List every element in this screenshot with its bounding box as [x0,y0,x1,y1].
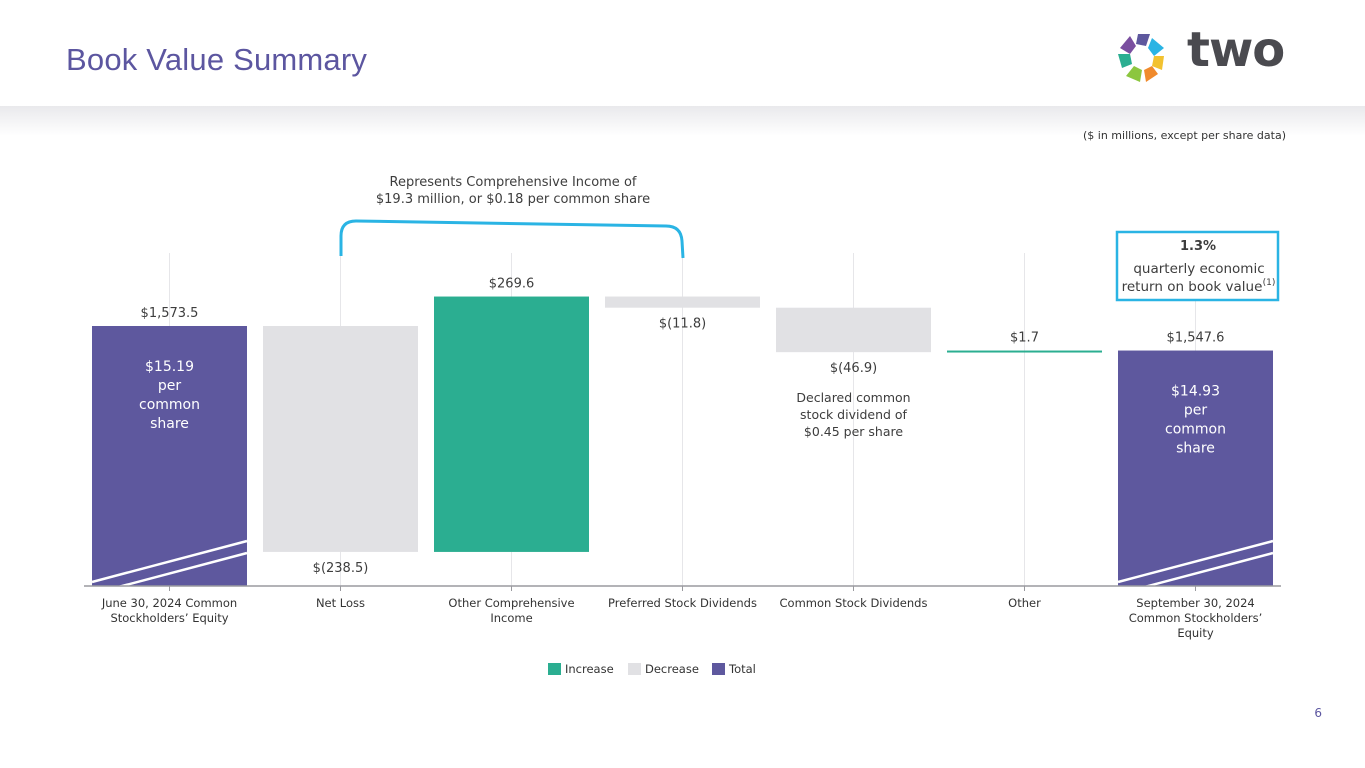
dividend-note: Declared common [796,390,910,405]
data-label: $1,573.5 [141,306,199,321]
legend-swatch [548,663,561,675]
per-share-label: $14.93 [1171,384,1220,400]
economic-return-footnote: (1) [1263,278,1276,288]
comprehensive-income-note: Represents Comprehensive Income of [390,175,637,190]
axis-break-line [1117,539,1274,584]
axis-break-line [91,539,248,584]
logo-segment-green [1126,66,1142,82]
data-label: $269.6 [489,277,535,292]
x-tick-label: Net Loss [316,596,365,610]
decrease-bar [776,307,931,353]
legend-label: Decrease [645,662,699,676]
per-share-label: common [1165,422,1226,438]
x-tick-label: Common Stockholders’ [1129,611,1263,625]
data-label: $1,547.6 [1167,331,1225,346]
logo-wordmark: two [1187,22,1285,78]
data-label: $(46.9) [830,361,877,376]
x-tick-label: Equity [1177,626,1214,640]
economic-return-label: quarterly economic [1133,261,1264,277]
per-share-label: share [150,416,189,432]
legend-label: Increase [565,662,614,676]
dividend-note: $0.45 per share [804,424,903,439]
logo-segment-purple [1136,34,1150,46]
x-tick-label: June 30, 2024 Common [101,596,237,610]
header-band [0,106,1365,136]
economic-return-value: 1.3% [1180,239,1216,254]
increase-bar [434,296,589,552]
page-number: 6 [1314,706,1322,720]
x-tick-label: September 30, 2024 [1136,596,1254,610]
x-tick-label: Stockholders’ Equity [110,611,228,625]
decrease-bar [263,326,418,552]
dividend-note: stock dividend of [800,407,908,422]
x-tick-label: Other Comprehensive [448,596,574,610]
logo-segment-teal [1118,54,1132,68]
legend-swatch [628,663,641,675]
data-label: $1.7 [1010,331,1039,346]
x-tick-label: Income [490,611,532,625]
per-share-label: common [139,397,200,413]
increase-bar [947,350,1102,353]
per-share-label: per [1184,403,1208,419]
page-title: Book Value Summary [66,42,368,77]
legend-label: Total [728,662,756,676]
total-bar [92,326,247,586]
x-tick-label: Other [1008,596,1041,610]
per-share-label: per [158,378,182,394]
logo-segment-orange [1144,66,1158,82]
axis-break-line [1117,551,1274,596]
logo-segment-yellow [1152,56,1164,70]
x-tick-label: Common Stock Dividends [780,596,928,610]
economic-return-box [1115,230,1280,302]
company-logo [1118,34,1164,82]
per-share-label: $15.19 [145,359,194,375]
per-share-label: share [1176,441,1215,457]
logo-segment-blue [1148,38,1164,56]
axis-break-line [91,551,248,596]
decrease-bar [605,296,760,308]
logo-segment-violet [1120,36,1136,54]
comprehensive-income-bracket [339,219,685,259]
legend-swatch [712,663,725,675]
x-tick-label: Preferred Stock Dividends [608,596,757,610]
data-label: $(11.8) [659,317,706,332]
comprehensive-income-note: $19.3 million, or $0.18 per common share [376,192,650,207]
units-note: ($ in millions, except per share data) [1082,129,1286,142]
data-label: $(238.5) [313,561,369,576]
economic-return-label: return on book value [1122,279,1263,295]
